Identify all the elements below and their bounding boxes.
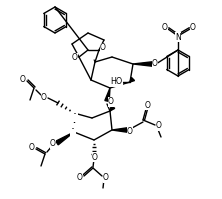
Text: O: O <box>100 44 106 53</box>
Text: O: O <box>152 60 158 68</box>
Polygon shape <box>110 106 115 111</box>
Text: O: O <box>41 93 47 101</box>
Polygon shape <box>130 77 135 82</box>
Text: O: O <box>156 122 162 131</box>
Polygon shape <box>105 88 110 101</box>
Text: O: O <box>29 143 35 152</box>
Text: O: O <box>92 152 98 162</box>
Text: O: O <box>77 174 83 182</box>
Text: O: O <box>72 54 78 62</box>
Polygon shape <box>112 128 127 132</box>
Text: O: O <box>108 98 114 106</box>
Text: O: O <box>190 23 196 32</box>
Text: HO: HO <box>110 77 122 87</box>
Text: O: O <box>127 127 133 136</box>
Text: O: O <box>20 74 26 84</box>
Text: N: N <box>175 32 181 42</box>
Text: ·: · <box>73 108 77 122</box>
Text: O: O <box>162 23 168 32</box>
Polygon shape <box>56 132 74 145</box>
Text: O: O <box>145 100 151 109</box>
Text: O: O <box>103 174 109 182</box>
Polygon shape <box>133 62 152 66</box>
Text: O: O <box>50 139 56 148</box>
Text: ·: · <box>71 124 75 137</box>
